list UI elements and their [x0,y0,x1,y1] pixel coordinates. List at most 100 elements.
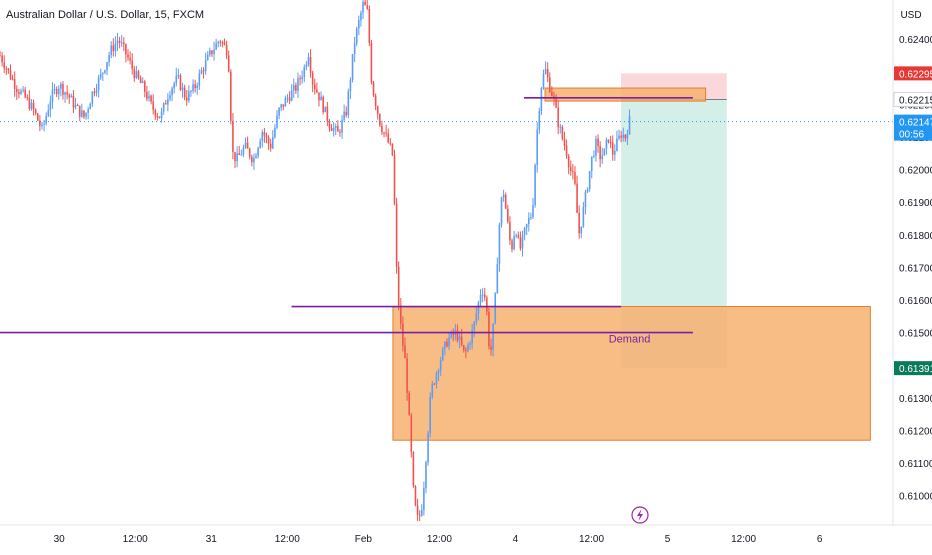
candle-body [179,75,182,90]
candle-body [616,138,618,151]
candle-body [51,89,54,102]
candle-body [106,62,108,71]
candle-body [498,225,501,264]
candle-body [171,88,173,96]
candle-body [569,167,572,172]
candle-body [259,140,262,148]
time-axis-panel[interactable] [0,525,932,550]
candle-body [34,109,37,114]
candle-body [561,126,564,139]
candle-body [234,152,236,162]
candle-body [530,217,532,219]
candle-body [28,97,31,109]
candle-body [286,97,289,99]
time-tick-label: Feb [355,534,373,545]
candle-body [167,99,169,105]
candle-body [362,1,364,13]
candle-body [202,70,205,72]
supply-zone[interactable] [544,87,707,102]
candle-body [429,396,431,434]
time-axis-labels: 30 12:00 31 12:00 Feb 12:00 4 12:00 5 12:00 6 [54,534,823,545]
price-tick-label: 0.62000 [899,166,932,177]
candle-body [265,135,268,138]
lines-layer[interactable] [0,97,893,334]
candle-body [590,156,593,172]
currency-button-bg[interactable] [895,2,930,26]
candle-body [150,95,152,102]
candle-body [32,102,35,110]
candle-body [87,109,89,113]
candle-body [391,143,394,156]
price-tick-label: 0.61300 [899,394,932,405]
candle-body [181,87,184,90]
candle-body [490,346,492,350]
candle-body [13,79,16,89]
candle-body [437,370,440,374]
price-tag-stop [894,66,932,81]
candle-body [284,98,287,107]
candle-body [412,452,415,487]
candle-body [295,85,297,91]
candle-body [74,104,77,108]
candle-body [93,91,96,93]
price-tick-label: 0.61200 [899,426,932,437]
candle-body [467,344,469,352]
candle-body [313,84,316,90]
candle-body [137,71,140,79]
candle-body [528,218,530,225]
price-axis-panel[interactable] [893,0,932,525]
candle-body [423,488,425,511]
candle-body [534,164,536,206]
candle-body [406,358,408,393]
time-tick-label: 30 [54,534,66,545]
candle-body [339,131,341,133]
candle-body [236,153,238,162]
candle-body [582,206,585,227]
candle-body [139,78,142,84]
candle-body [368,8,371,44]
candle-body [593,155,595,157]
candle-body [112,45,115,52]
lightning-icon[interactable] [631,506,649,524]
candle-body [81,110,83,117]
candle-body [504,194,507,209]
candle-body [15,88,18,93]
candle-body [45,115,47,124]
candle-body [517,235,520,238]
candle-body [374,95,377,107]
candle-body [164,103,167,105]
candle-body [177,75,180,77]
candles-layer[interactable] [0,0,631,522]
candle-body [475,313,478,322]
candle-body [68,94,71,98]
candle-body [120,42,123,44]
candle-body [194,84,196,89]
candle-body [399,305,402,324]
candle-body [597,138,599,146]
candle-body [255,155,257,158]
time-tick-label: 12:00 [275,534,300,545]
candle-body [242,147,245,155]
time-tick-label: 5 [665,534,671,545]
time-tick-label: 6 [817,534,823,545]
candle-body [20,90,22,94]
candle-body [379,114,381,126]
price-tick-label: 0.61800 [899,231,932,242]
candle-body [127,54,129,58]
candle-body [5,68,8,70]
candle-body [261,132,264,141]
candle-body [477,302,480,314]
price-tag-target [894,361,932,376]
candle-body [456,330,459,341]
demand-zone[interactable] [392,306,871,441]
candle-body [116,40,119,44]
candle-body [192,84,194,91]
candle-body [322,96,324,113]
currency-button[interactable]: USD [900,10,921,21]
candle-body [311,72,314,85]
candle-body [41,124,43,126]
candle-body [303,67,306,77]
candle-body [462,345,465,350]
